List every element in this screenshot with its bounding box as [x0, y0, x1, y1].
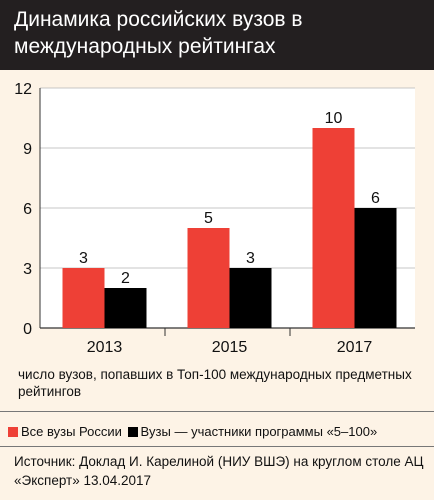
source-text: Источник: Доклад И. Карелиной (НИУ ВШЭ) …	[14, 454, 424, 488]
legend-swatch-program	[127, 427, 138, 437]
legend: Все вузы России Вузы — участники програм…	[8, 422, 434, 442]
legend-label-program: Вузы — участники программы «5–100»	[140, 424, 378, 439]
bar-all-2013	[62, 268, 105, 328]
y-tick-label: 0	[23, 321, 32, 338]
data-label: 2	[121, 270, 130, 287]
y-tick-label: 12	[14, 81, 32, 98]
chart-note: число вузов, попавших в Топ-100 междунар…	[18, 367, 412, 399]
legend-swatch-all	[8, 427, 18, 437]
data-label: 3	[79, 250, 88, 267]
bar-all-2017	[312, 128, 355, 328]
y-tick-label: 3	[23, 261, 32, 278]
chart-title: Динамика российских вузов в международны…	[14, 8, 303, 58]
y-tick-label: 9	[23, 141, 32, 158]
data-label: 10	[325, 110, 343, 127]
header-bar: Динамика российских вузов в международны…	[0, 0, 434, 70]
bar-program-2017	[354, 208, 397, 328]
bar-all-2015	[187, 228, 230, 328]
data-label: 6	[371, 190, 380, 207]
divider-top	[0, 411, 434, 412]
data-label: 5	[204, 210, 213, 227]
legend-label-all: Все вузы России	[21, 424, 122, 439]
x-tick-label: 2017	[337, 339, 373, 356]
bar-chart: 0 3 6 9 12 3 2 2013 5 3 2015 10 6 2017	[14, 81, 415, 356]
legend-item-program: Вузы — участники программы «5–100»	[127, 422, 378, 442]
legend-item-all: Все вузы России	[8, 422, 122, 442]
divider-bottom	[0, 446, 434, 447]
bar-program-2015	[229, 268, 272, 328]
data-label: 3	[246, 250, 255, 267]
bar-program-2013	[104, 288, 147, 328]
x-tick-label: 2015	[212, 339, 248, 356]
y-tick-label: 6	[23, 201, 32, 218]
x-tick-label: 2013	[87, 339, 123, 356]
